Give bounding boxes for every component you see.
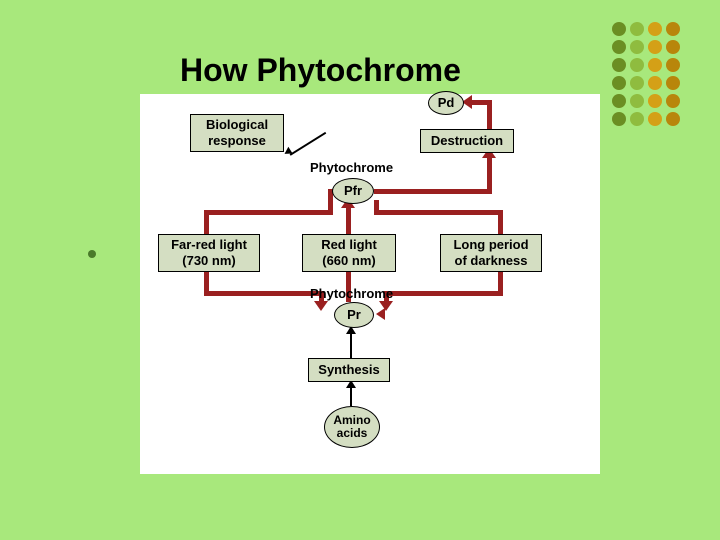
dot-icon	[612, 94, 626, 108]
dot-icon	[666, 58, 680, 72]
dot-icon	[630, 112, 644, 126]
dot-icon	[648, 22, 662, 36]
dot-icon	[648, 112, 662, 126]
dot-icon	[612, 76, 626, 90]
phytochrome-diagram: Pd Biological response Destruction Phyto…	[140, 94, 600, 474]
dot-icon	[648, 94, 662, 108]
node-pr: Pr	[334, 302, 374, 328]
node-synthesis: Synthesis	[308, 358, 390, 382]
node-amino-acids: Amino acids	[324, 406, 380, 448]
decorative-dots	[612, 22, 680, 126]
node-destruction: Destruction	[420, 129, 514, 153]
label-phytochrome-pfr: Phytochrome	[310, 160, 393, 175]
dot-icon	[666, 94, 680, 108]
dot-icon	[630, 40, 644, 54]
dot-icon	[648, 76, 662, 90]
node-red-light: Red light (660 nm)	[302, 234, 396, 272]
node-far-red-light: Far-red light (730 nm)	[158, 234, 260, 272]
dot-icon	[630, 58, 644, 72]
node-long-darkness: Long period of darkness	[440, 234, 542, 272]
dot-icon	[666, 76, 680, 90]
dot-icon	[630, 94, 644, 108]
label-phytochrome-pr: Phytochrome	[310, 286, 393, 301]
dot-icon	[612, 22, 626, 36]
dot-icon	[612, 58, 626, 72]
node-pd: Pd	[428, 91, 464, 115]
dot-icon	[648, 40, 662, 54]
node-biological-response: Biological response	[190, 114, 284, 152]
dot-icon	[666, 22, 680, 36]
dot-icon	[666, 40, 680, 54]
dot-icon	[648, 58, 662, 72]
dot-icon	[630, 76, 644, 90]
dot-icon	[666, 112, 680, 126]
node-pfr: Pfr	[332, 178, 374, 204]
dot-icon	[612, 112, 626, 126]
dot-icon	[612, 40, 626, 54]
dot-icon	[630, 22, 644, 36]
bullet-marker	[88, 250, 96, 258]
